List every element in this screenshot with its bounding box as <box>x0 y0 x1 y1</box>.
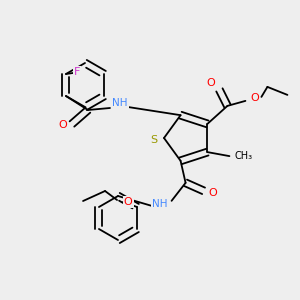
Text: NH: NH <box>112 98 128 108</box>
Text: O: O <box>250 93 259 103</box>
Text: NH: NH <box>152 199 167 209</box>
Text: O: O <box>208 188 217 198</box>
Text: O: O <box>124 197 132 207</box>
Text: S: S <box>150 135 158 145</box>
Text: CH₃: CH₃ <box>234 151 253 161</box>
Text: O: O <box>206 78 215 88</box>
Text: O: O <box>58 120 67 130</box>
Text: F: F <box>74 67 80 77</box>
